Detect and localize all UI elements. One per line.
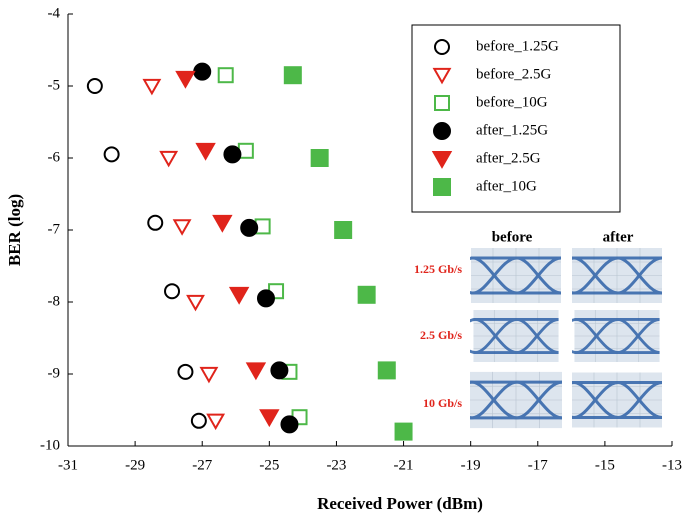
x-tick-label: -27 (192, 457, 212, 473)
data-point (161, 152, 176, 165)
data-point (174, 220, 189, 233)
data-point (284, 67, 301, 84)
data-point (188, 296, 203, 309)
x-tick-label: -29 (125, 457, 145, 473)
legend-label: after_10G (476, 178, 537, 194)
y-tick-label: -9 (48, 365, 61, 381)
y-tick-label: -10 (40, 437, 60, 453)
data-point (213, 215, 232, 231)
x-tick-label: -19 (461, 457, 481, 473)
x-tick-label: -15 (595, 457, 615, 473)
legend-marker (435, 96, 449, 110)
data-point (192, 414, 206, 428)
eye-diagram-inset: before after 1.25 Gb/s 2.5 Gb/s 10 Gb/s (414, 228, 665, 433)
data-point (148, 216, 162, 230)
data-point (335, 222, 352, 239)
legend-marker (435, 40, 449, 54)
legend-label: after_2.5G (476, 150, 541, 166)
data-point (281, 416, 298, 433)
data-point (241, 219, 258, 236)
x-tick-label: -21 (394, 457, 414, 473)
data-point (260, 410, 279, 426)
data-point (311, 150, 328, 167)
x-tick-label: -25 (259, 457, 279, 473)
data-point (144, 80, 159, 93)
y-tick-label: -8 (48, 293, 61, 309)
data-point (208, 415, 223, 428)
inset-row-label: 1.25 Gb/s (414, 262, 462, 276)
legend-marker (434, 123, 451, 140)
data-point (395, 423, 412, 440)
data-point (165, 284, 179, 298)
data-point (194, 63, 211, 80)
inset-column-label: after (603, 229, 634, 245)
data-point (201, 368, 216, 381)
data-point (358, 286, 375, 303)
y-tick-label: -6 (48, 149, 61, 165)
y-axis-label: BER (log) (5, 194, 24, 266)
legend-marker (434, 179, 451, 196)
data-point (219, 68, 233, 82)
data-point (105, 147, 119, 161)
x-tick-label: -31 (58, 457, 78, 473)
legend-label: before_1.25G (476, 38, 559, 54)
data-point (230, 287, 249, 303)
y-tick-label: -7 (48, 221, 61, 237)
inset-row-label: 2.5 Gb/s (420, 328, 462, 342)
chart: before after 1.25 Gb/s 2.5 Gb/s 10 Gb/s … (0, 0, 682, 519)
x-tick-label: -17 (528, 457, 548, 473)
y-tick-label: -5 (48, 77, 61, 93)
data-point (378, 362, 395, 379)
data-point (257, 290, 274, 307)
x-tick-label: -13 (662, 457, 682, 473)
data-point (196, 143, 215, 159)
x-axis-label: Received Power (dBm) (317, 494, 483, 513)
legend-label: after_1.25G (476, 122, 548, 138)
data-point (247, 363, 266, 379)
data-point (224, 146, 241, 163)
data-point (176, 71, 195, 87)
data-point (88, 79, 102, 93)
inset-row-label: 10 Gb/s (423, 396, 462, 410)
data-point (178, 365, 192, 379)
y-tick-label: -4 (48, 5, 61, 21)
data-point (271, 362, 288, 379)
legend-label: before_2.5G (476, 66, 552, 82)
inset-column-label: before (492, 229, 533, 245)
x-tick-label: -23 (326, 457, 346, 473)
legend-label: before_10G (476, 94, 548, 110)
